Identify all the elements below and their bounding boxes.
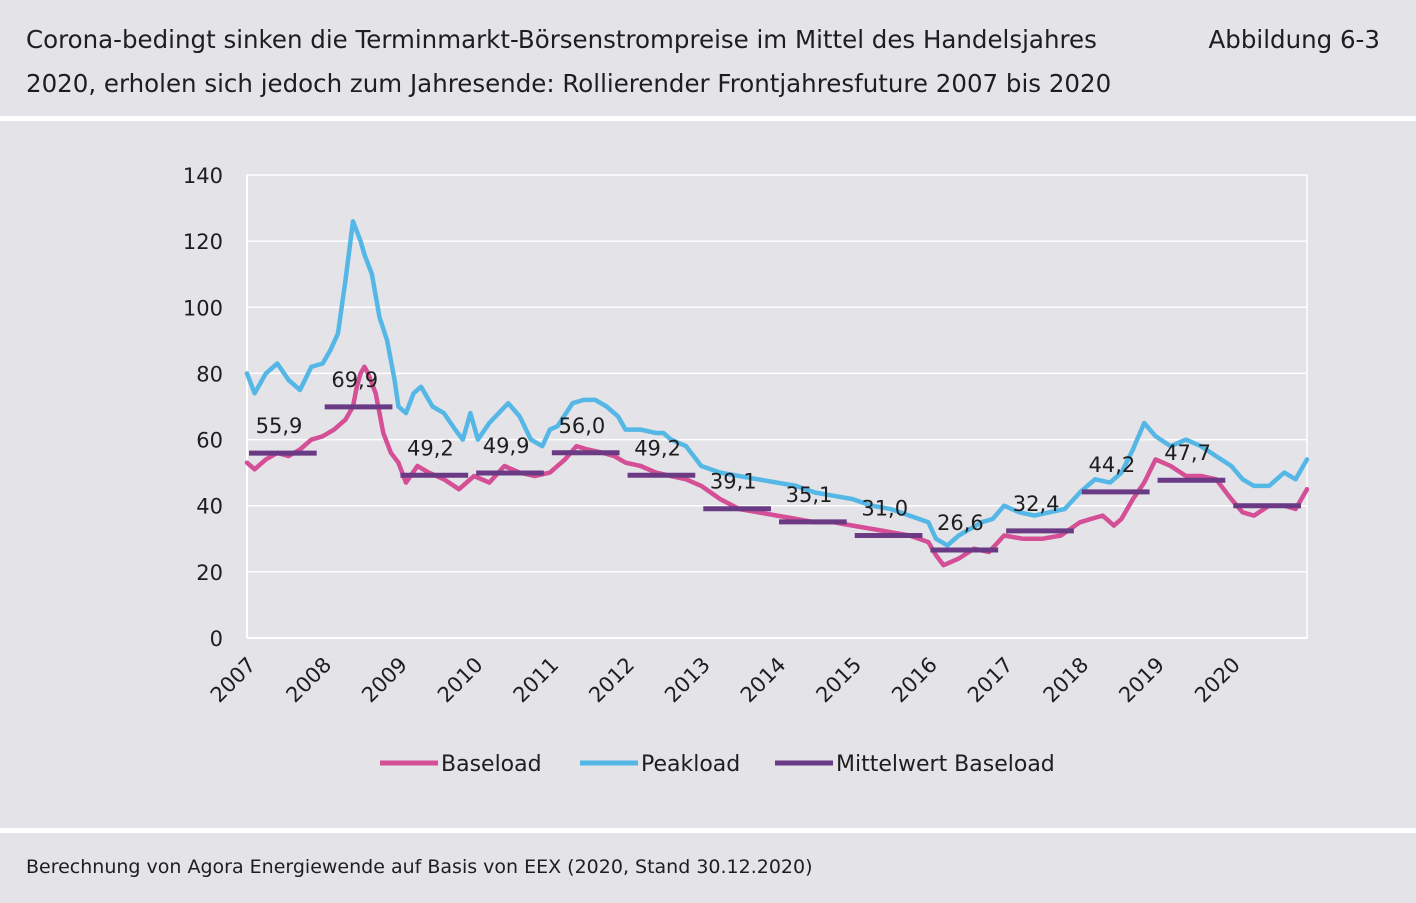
series-lines [244,219,1310,568]
legend-item-baseload: Baseload [380,752,542,777]
top-separator [0,116,1416,121]
plot-area [247,175,1307,638]
x-tick-label-2010: 2010 [433,653,488,708]
legend-label: Peakload [641,752,740,777]
series-line-baseload [244,364,1310,568]
x-axis-ticks: 2007 2008 2009 2010 2011 2012 2013 2014 2015 2016… [206,653,1245,708]
y-tick-label-20: 20 [196,561,223,585]
x-tick-label-2009: 2009 [357,653,412,708]
y-tick-label-40: 40 [196,495,223,519]
average-label-2019: 47,7 [1164,441,1211,465]
average-label-2015: 31,0 [861,496,908,520]
y-tick-label-100: 100 [183,296,223,320]
average-label-2011: 56,0 [558,414,605,438]
x-tick-label-2013: 2013 [660,653,715,708]
average-label-2009: 49,2 [407,436,454,460]
legend-item-mittelwert-baseload: Mittelwert Baseload [775,752,1055,777]
y-tick-label-120: 120 [183,230,223,254]
x-tick-label-2007: 2007 [206,653,261,708]
average-label-2007: 55,9 [256,414,303,438]
average-label-2010: 49,9 [483,434,530,458]
average-labels: 55,9 69,9 49,2 49,9 56,0 49,2 39,1 35,1 31,0 26,6… [256,368,1211,535]
legend-label: Baseload [441,752,542,777]
average-label-2014: 35,1 [786,483,833,507]
y-axis-ticks: 0 20 40 60 80 100 120 140 [183,164,223,651]
figure-label: Abbildung 6-3 [1208,25,1380,54]
header: Corona-bedingt sinken die Terminmarkt-Bö… [0,0,1416,116]
chart-title: Corona-bedingt sinken die Terminmarkt-Bö… [26,25,1112,98]
x-tick-label-2014: 2014 [736,653,791,708]
average-label-2016: 26,6 [937,511,984,535]
average-label-2008: 69,9 [331,368,378,392]
average-label-2012: 49,2 [634,436,681,460]
x-tick-label-2018: 2018 [1039,653,1094,708]
y-tick-label-60: 60 [196,429,223,453]
x-tick-label-2008: 2008 [281,653,336,708]
x-tick-label-2011: 2011 [509,653,564,708]
x-tick-label-2019: 2019 [1114,653,1169,708]
x-tick-label-2015: 2015 [811,653,866,708]
average-bars [249,404,1301,553]
x-tick-label-2020: 2020 [1190,653,1245,708]
average-label-2018: 44,2 [1088,453,1135,477]
x-tick-label-2012: 2012 [584,653,639,708]
x-tick-label-2017: 2017 [963,653,1018,708]
source-note: Berechnung von Agora Energiewende auf Ba… [26,856,813,878]
average-label-2017: 32,4 [1013,492,1060,516]
legend-item-peakload: Peakload [580,752,740,777]
grid [246,174,1308,639]
legend: Baseload Peakload Mittelwert Baseload [380,752,1055,777]
x-tick-label-2016: 2016 [887,653,942,708]
y-tick-label-0: 0 [210,627,223,651]
legend-label: Mittelwert Baseload [836,752,1055,777]
average-label-2013: 39,1 [710,470,757,494]
bottom-separator [0,828,1416,833]
series-line-peakload [244,219,1310,548]
y-tick-label-140: 140 [183,164,223,188]
y-tick-label-80: 80 [196,362,223,386]
